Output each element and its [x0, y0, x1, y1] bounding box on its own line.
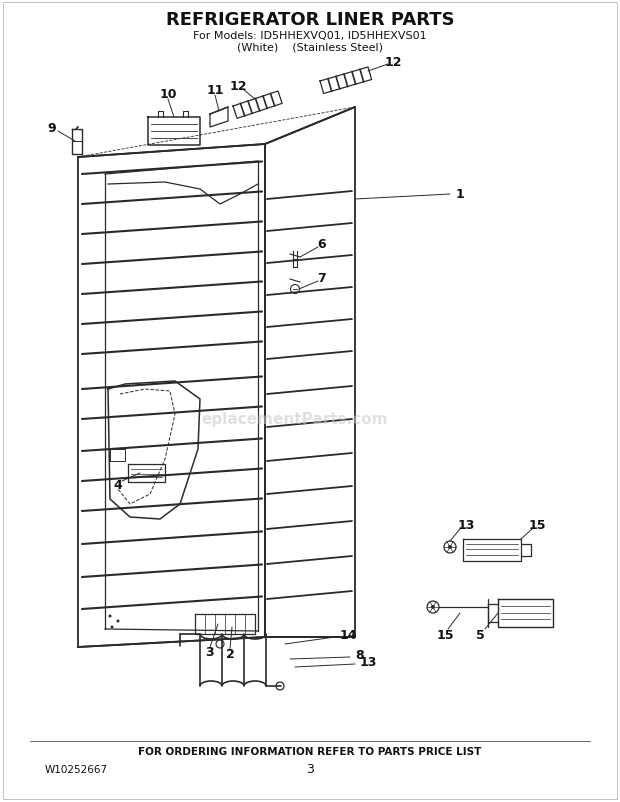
- Text: 9: 9: [48, 121, 56, 134]
- Circle shape: [448, 545, 452, 549]
- Circle shape: [431, 606, 435, 610]
- Text: 8: 8: [355, 649, 363, 662]
- Text: 4: 4: [113, 479, 122, 492]
- Text: FOR ORDERING INFORMATION REFER TO PARTS PRICE LIST: FOR ORDERING INFORMATION REFER TO PARTS …: [138, 746, 482, 756]
- Circle shape: [110, 626, 113, 629]
- Text: 10: 10: [159, 87, 177, 100]
- Text: 6: 6: [317, 238, 326, 251]
- Text: (White)    (Stainless Steel): (White) (Stainless Steel): [237, 43, 383, 53]
- Circle shape: [117, 620, 120, 622]
- Text: 1: 1: [456, 188, 465, 201]
- Text: eplacementParts.com: eplacementParts.com: [202, 412, 388, 427]
- Text: 12: 12: [384, 55, 402, 68]
- Text: 7: 7: [317, 272, 326, 286]
- Text: 15: 15: [436, 629, 454, 642]
- Circle shape: [108, 615, 112, 618]
- Text: 2: 2: [226, 648, 234, 661]
- Text: 14: 14: [340, 629, 358, 642]
- Text: 3: 3: [306, 763, 314, 776]
- Text: 5: 5: [476, 629, 484, 642]
- Text: REFRIGERATOR LINER PARTS: REFRIGERATOR LINER PARTS: [166, 11, 454, 29]
- Text: W10252667: W10252667: [45, 764, 108, 774]
- Text: 3: 3: [206, 646, 215, 658]
- Text: 11: 11: [206, 83, 224, 96]
- Text: 13: 13: [360, 656, 378, 669]
- Text: 12: 12: [229, 80, 247, 93]
- Text: For Models: ID5HHEXVQ01, ID5HHEXVS01: For Models: ID5HHEXVQ01, ID5HHEXVS01: [193, 31, 427, 41]
- Text: 15: 15: [528, 519, 546, 532]
- Text: 13: 13: [458, 519, 475, 532]
